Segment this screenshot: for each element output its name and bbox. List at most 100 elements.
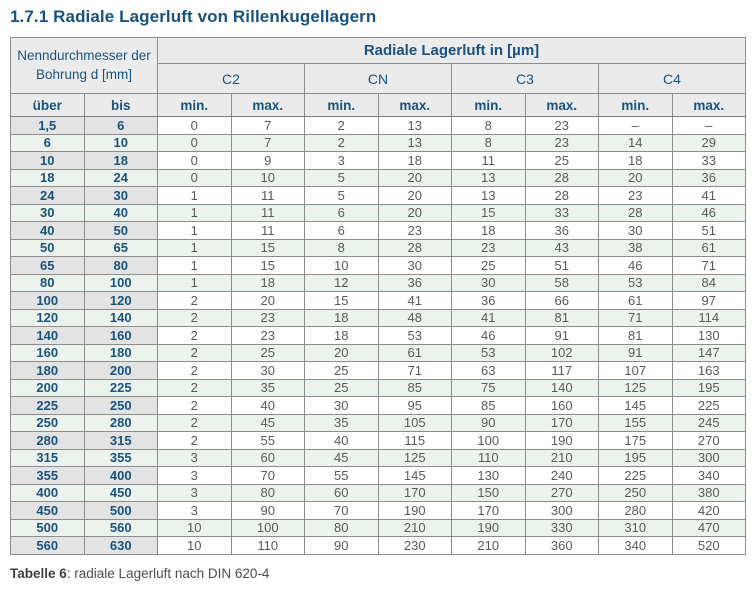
clearance-value-cell: 170 <box>451 501 526 520</box>
clearance-value-cell: 11 <box>230 221 305 240</box>
clearance-value-cell: 12 <box>304 273 379 292</box>
clearance-value-cell: 18 <box>304 326 379 345</box>
cn-max-column-header: max. <box>377 93 452 117</box>
clearance-value-cell: 45 <box>230 413 305 432</box>
bore-diameter-cell: 120 <box>83 291 158 310</box>
bore-diameter-cell: 355 <box>10 466 85 485</box>
clearance-value-cell: 250 <box>598 483 673 502</box>
clearance-value-cell: 117 <box>524 361 599 380</box>
clearance-value-cell: 3 <box>304 151 379 170</box>
clearance-value-cell: 36 <box>524 221 599 240</box>
clearance-value-cell: 102 <box>524 343 599 362</box>
clearance-value-cell: 53 <box>377 326 452 345</box>
clearance-value-cell: 3 <box>157 448 232 467</box>
bore-diameter-cell: 6 <box>10 133 85 152</box>
clearance-value-cell: 1 <box>157 256 232 275</box>
clearance-value-cell: 60 <box>304 483 379 502</box>
clearance-value-cell: 14 <box>598 133 673 152</box>
clearance-value-cell: 48 <box>377 308 452 327</box>
clearance-value-cell: 43 <box>524 238 599 257</box>
clearance-value-cell: 20 <box>230 291 305 310</box>
clearance-class-c4-header: C4 <box>598 63 746 94</box>
clearance-value-cell: 90 <box>304 536 379 555</box>
clearance-value-cell: 160 <box>524 396 599 415</box>
clearance-value-cell: 0 <box>157 133 232 152</box>
clearance-value-cell: 125 <box>377 448 452 467</box>
clearance-value-cell: 23 <box>524 116 599 135</box>
clearance-value-cell: 35 <box>230 378 305 397</box>
clearance-value-cell: 13 <box>377 133 452 152</box>
bore-diameter-group-header: Nenndurchmesser der Bohrung d [mm] <box>10 37 158 94</box>
clearance-value-cell: 9 <box>230 151 305 170</box>
clearance-value-cell: 7 <box>230 116 305 135</box>
c3-min-column-header: min. <box>451 93 526 117</box>
clearance-value-cell: 36 <box>671 168 746 187</box>
clearance-value-cell: 15 <box>230 256 305 275</box>
clearance-value-cell: 225 <box>671 396 746 415</box>
clearance-value-cell: 25 <box>451 256 526 275</box>
clearance-value-cell: 225 <box>598 466 673 485</box>
clearance-value-cell: 300 <box>671 448 746 467</box>
clearance-value-cell: 5 <box>304 186 379 205</box>
clearance-value-cell: 46 <box>598 256 673 275</box>
clearance-value-cell: 10 <box>157 536 232 555</box>
clearance-value-cell: 8 <box>451 133 526 152</box>
clearance-value-cell: 41 <box>377 291 452 310</box>
clearance-value-cell: 1 <box>157 186 232 205</box>
bore-diameter-cell: 100 <box>83 273 158 292</box>
clearance-value-cell: 28 <box>524 168 599 187</box>
clearance-value-cell: 163 <box>671 361 746 380</box>
bore-diameter-cell: 225 <box>83 378 158 397</box>
bore-diameter-cell: 400 <box>10 483 85 502</box>
clearance-value-cell: 2 <box>157 361 232 380</box>
bore-diameter-cell: 65 <box>10 256 85 275</box>
bore-diameter-cell: 200 <box>83 361 158 380</box>
clearance-value-cell: 30 <box>304 396 379 415</box>
clearance-value-cell: 25 <box>230 343 305 362</box>
c2-max-column-header: max. <box>230 93 305 117</box>
clearance-value-cell: 66 <box>524 291 599 310</box>
clearance-value-cell: 53 <box>598 273 673 292</box>
clearance-value-cell: 13 <box>377 116 452 135</box>
clearance-value-cell: 330 <box>524 518 599 537</box>
table-row: 10 18 0 9 3 18 11 25 18 33 <box>10 151 746 170</box>
clearance-value-cell: 520 <box>671 536 746 555</box>
table-body: 1,5 6 0 7 2 13 8 23– –6 10 0 7 2 13 8 23 14 29 10 18 0 9 3 18 11… <box>10 116 746 555</box>
caption-label: Tabelle 6 <box>10 565 67 581</box>
clearance-value-cell: 470 <box>671 518 746 537</box>
clearance-value-cell: 23 <box>377 221 452 240</box>
clearance-value-cell: 6 <box>304 221 379 240</box>
clearance-value-cell: 170 <box>377 483 452 502</box>
clearance-value-cell: 110 <box>451 448 526 467</box>
clearance-value-cell: 20 <box>304 343 379 362</box>
bore-diameter-cell: 315 <box>10 448 85 467</box>
table-row: 500 560 10 100 80 210 190 330 310 470 <box>10 518 746 537</box>
bore-diameter-cell: 355 <box>83 448 158 467</box>
clearance-value-cell: 2 <box>157 343 232 362</box>
bore-diameter-cell: 630 <box>83 536 158 555</box>
bore-diameter-cell: 140 <box>10 326 85 345</box>
table-row: 400 450 3 80 60 170 150 270 250 380 <box>10 483 746 502</box>
clearance-value-cell: 23 <box>524 133 599 152</box>
clearance-value-cell: 70 <box>304 501 379 520</box>
clearance-value-cell: 63 <box>451 361 526 380</box>
clearance-value-cell: 23 <box>598 186 673 205</box>
bore-diameter-cell: 560 <box>10 536 85 555</box>
clearance-value-cell: 20 <box>377 186 452 205</box>
clearance-value-cell: 280 <box>598 501 673 520</box>
clearance-value-cell: 145 <box>598 396 673 415</box>
table-row: 315 355 3 60 45 125 110 210 195 300 <box>10 448 746 467</box>
clearance-value-cell: 85 <box>377 378 452 397</box>
bore-diameter-cell: 100 <box>10 291 85 310</box>
page-title: 1.7.1 Radiale Lagerluft von Rillenkugell… <box>10 7 377 26</box>
clearance-class-c3-header: C3 <box>451 63 599 94</box>
table-row: 65 80 1 15 10 30 25 51 46 71 <box>10 256 746 275</box>
clearance-value-cell: 150 <box>451 483 526 502</box>
bore-diameter-cell: 250 <box>83 396 158 415</box>
clearance-value-cell: 100 <box>230 518 305 537</box>
clearance-value-cell: 8 <box>304 238 379 257</box>
bore-diameter-cell: 1,5 <box>10 116 85 135</box>
bore-diameter-cell: 500 <box>83 501 158 520</box>
table-row: 140 160 2 23 18 53 46 91 81 130 <box>10 326 746 345</box>
clearance-value-cell: 30 <box>451 273 526 292</box>
